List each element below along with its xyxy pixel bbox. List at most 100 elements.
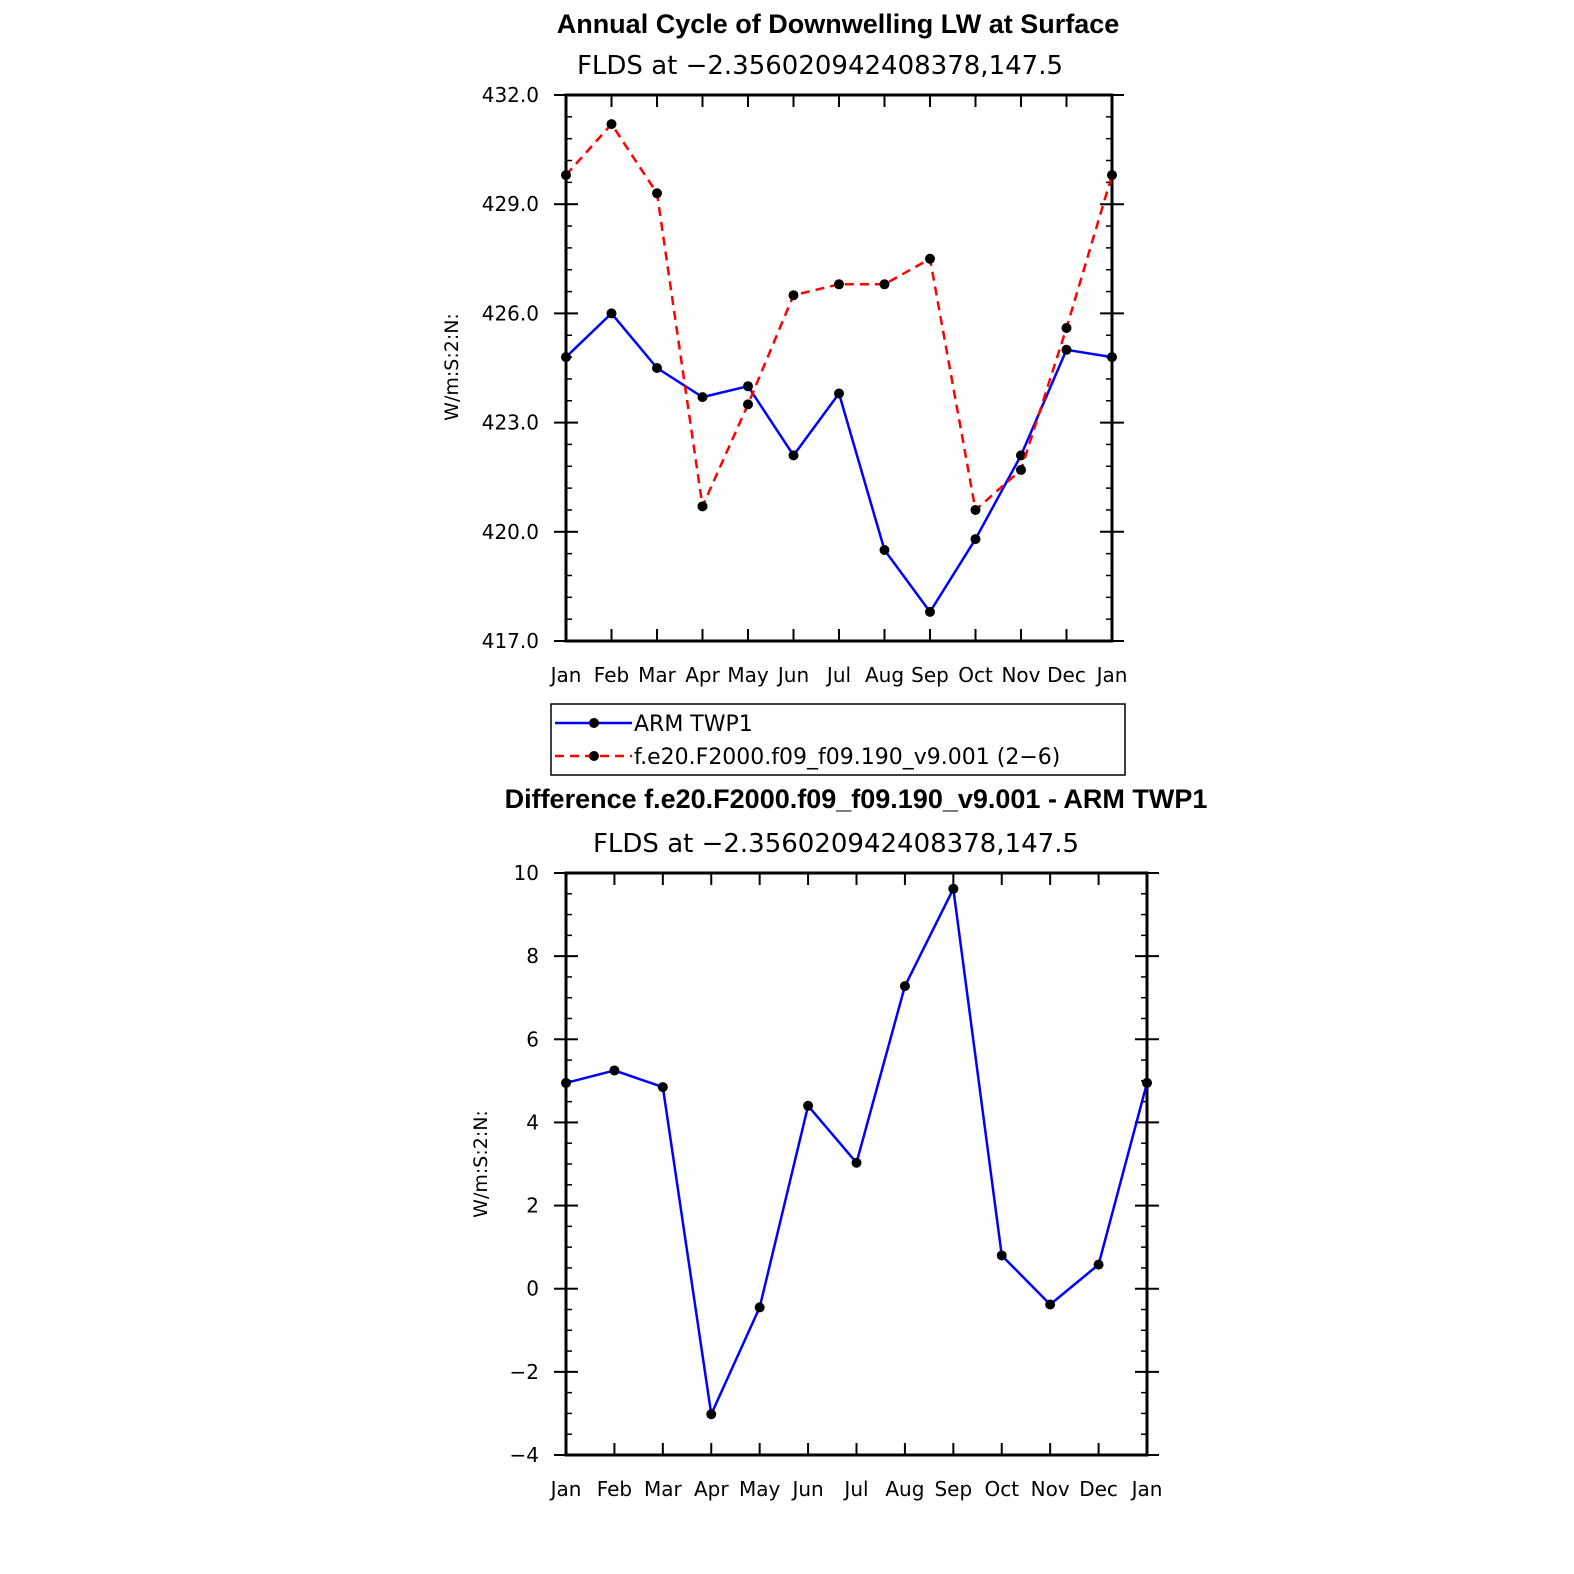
chart-subtitle: FLDS at −2.356020942408378,147.5 xyxy=(577,51,1063,81)
x-tick-label: Jan xyxy=(549,1477,582,1501)
data-point xyxy=(851,1157,862,1168)
data-point xyxy=(970,534,981,545)
series-group xyxy=(561,119,1117,617)
data-point xyxy=(1107,170,1117,181)
data-point xyxy=(754,1302,765,1313)
x-tick-label: Nov xyxy=(1031,1477,1070,1501)
data-point xyxy=(606,308,617,319)
y-axis-label: W/m:S:2:N: xyxy=(470,1110,492,1218)
y-tick-label: 426.0 xyxy=(482,301,539,325)
data-point xyxy=(1093,1259,1104,1270)
series-line xyxy=(565,312,1113,614)
data-point xyxy=(606,119,617,130)
data-point xyxy=(834,279,844,290)
x-tick-label: Jun xyxy=(776,663,809,687)
x-tick-label: Jul xyxy=(825,663,851,687)
data-point xyxy=(697,392,708,403)
x-tick-label: Mar xyxy=(638,663,677,687)
y-tick-label: 429.0 xyxy=(482,192,539,216)
data-point xyxy=(879,279,890,290)
y-tick-label: 6 xyxy=(526,1027,539,1051)
y-tick-label: 417.0 xyxy=(482,629,539,653)
x-tick-label: Jan xyxy=(1130,1477,1163,1501)
data-point xyxy=(706,1409,717,1420)
plot-frame xyxy=(564,93,1114,643)
legend-label-arm: ARM TWP1 xyxy=(634,712,753,737)
x-tick-label: May xyxy=(727,663,769,687)
data-point xyxy=(1045,1299,1056,1310)
y-tick-label: 2 xyxy=(526,1194,539,1218)
x-tick-label: Nov xyxy=(1001,663,1040,687)
data-point xyxy=(879,545,890,555)
x-tick-label: Dec xyxy=(1047,663,1086,687)
x-tick-label: May xyxy=(739,1477,781,1501)
data-point xyxy=(1107,352,1117,363)
data-point xyxy=(925,606,935,617)
x-tick-label: Jun xyxy=(790,1477,823,1501)
data-point xyxy=(899,981,910,992)
legend: ARM TWP1 f.e20.F2000.f09_f09.190_v9.001 … xyxy=(550,703,1126,776)
legend-box xyxy=(550,703,1126,776)
chart-title: Difference f.e20.F2000.f09_f09.190_v9.00… xyxy=(505,784,1208,814)
data-point xyxy=(561,352,571,363)
chart-title: Annual Cycle of Downwelling LW at Surfac… xyxy=(557,9,1120,39)
data-point xyxy=(1061,344,1072,355)
difference-chart: Difference f.e20.F2000.f09_f09.190_v9.00… xyxy=(470,784,1207,1501)
x-tick-label: Jul xyxy=(842,1477,868,1501)
y-tick-label: 8 xyxy=(526,944,539,968)
y-tick-label: 420.0 xyxy=(482,520,539,544)
series-line xyxy=(565,122,1114,512)
y-axis-label: W/m:S:2:N: xyxy=(441,313,463,421)
data-point xyxy=(925,253,935,264)
data-point xyxy=(803,1100,814,1111)
legend-marker-model xyxy=(589,751,599,761)
x-tick-label: Mar xyxy=(644,1477,683,1501)
data-point xyxy=(834,388,844,399)
series-line xyxy=(565,887,1149,1416)
y-tick-label: 4 xyxy=(526,1110,539,1134)
data-point xyxy=(657,1082,668,1093)
data-point xyxy=(609,1065,620,1076)
y-tick-label: −4 xyxy=(510,1443,539,1467)
data-point xyxy=(1016,464,1026,475)
data-point xyxy=(1016,450,1026,461)
data-point xyxy=(788,290,799,301)
data-point xyxy=(652,363,662,373)
data-point xyxy=(1061,322,1072,333)
x-tick-label: Feb xyxy=(597,1477,632,1501)
data-point xyxy=(1142,1077,1152,1088)
plot-axes: Jan Feb Mar Apr May Jun Jul Aug Sep Oct Nov Dec Jan 4… xyxy=(482,83,1128,687)
x-tick-label: Oct xyxy=(958,663,993,687)
chart-subtitle: FLDS at −2.356020942408378,147.5 xyxy=(593,829,1079,859)
y-tick-label: −2 xyxy=(510,1360,539,1384)
data-point xyxy=(970,504,981,515)
x-tick-label: Sep xyxy=(934,1477,972,1501)
data-point xyxy=(788,450,799,461)
x-tick-label: Jan xyxy=(549,663,582,687)
data-point xyxy=(561,170,571,181)
x-tick-label: Oct xyxy=(984,1477,1019,1501)
data-point xyxy=(996,1250,1007,1261)
plot-axes: Jan Feb Mar Apr May Jun Jul Aug Sep Oct Nov Dec Jan−… xyxy=(510,861,1163,1501)
x-tick-label: Apr xyxy=(685,663,720,687)
y-tick-label: 423.0 xyxy=(482,411,539,435)
x-tick-label: Jan xyxy=(1095,663,1128,687)
y-tick-label: 432.0 xyxy=(482,83,539,107)
legend-marker-arm xyxy=(589,718,599,728)
data-point xyxy=(743,381,753,392)
x-tick-label: Feb xyxy=(594,663,629,687)
data-point xyxy=(561,1077,571,1088)
annual-cycle-chart: Annual Cycle of Downwelling LW at Surfac… xyxy=(441,9,1127,687)
data-point xyxy=(948,883,959,894)
x-tick-label: Aug xyxy=(885,1477,924,1501)
x-tick-label: Dec xyxy=(1079,1477,1118,1501)
data-point xyxy=(697,501,708,512)
y-tick-label: 0 xyxy=(526,1277,539,1301)
data-point xyxy=(652,188,662,199)
legend-label-model: f.e20.F2000.f09_f09.190_v9.001 (2−6) xyxy=(634,745,1060,770)
x-tick-label: Sep xyxy=(911,663,949,687)
x-tick-label: Apr xyxy=(694,1477,729,1501)
x-tick-label: Aug xyxy=(865,663,904,687)
y-tick-label: 10 xyxy=(514,861,539,885)
series-group xyxy=(561,883,1152,1420)
